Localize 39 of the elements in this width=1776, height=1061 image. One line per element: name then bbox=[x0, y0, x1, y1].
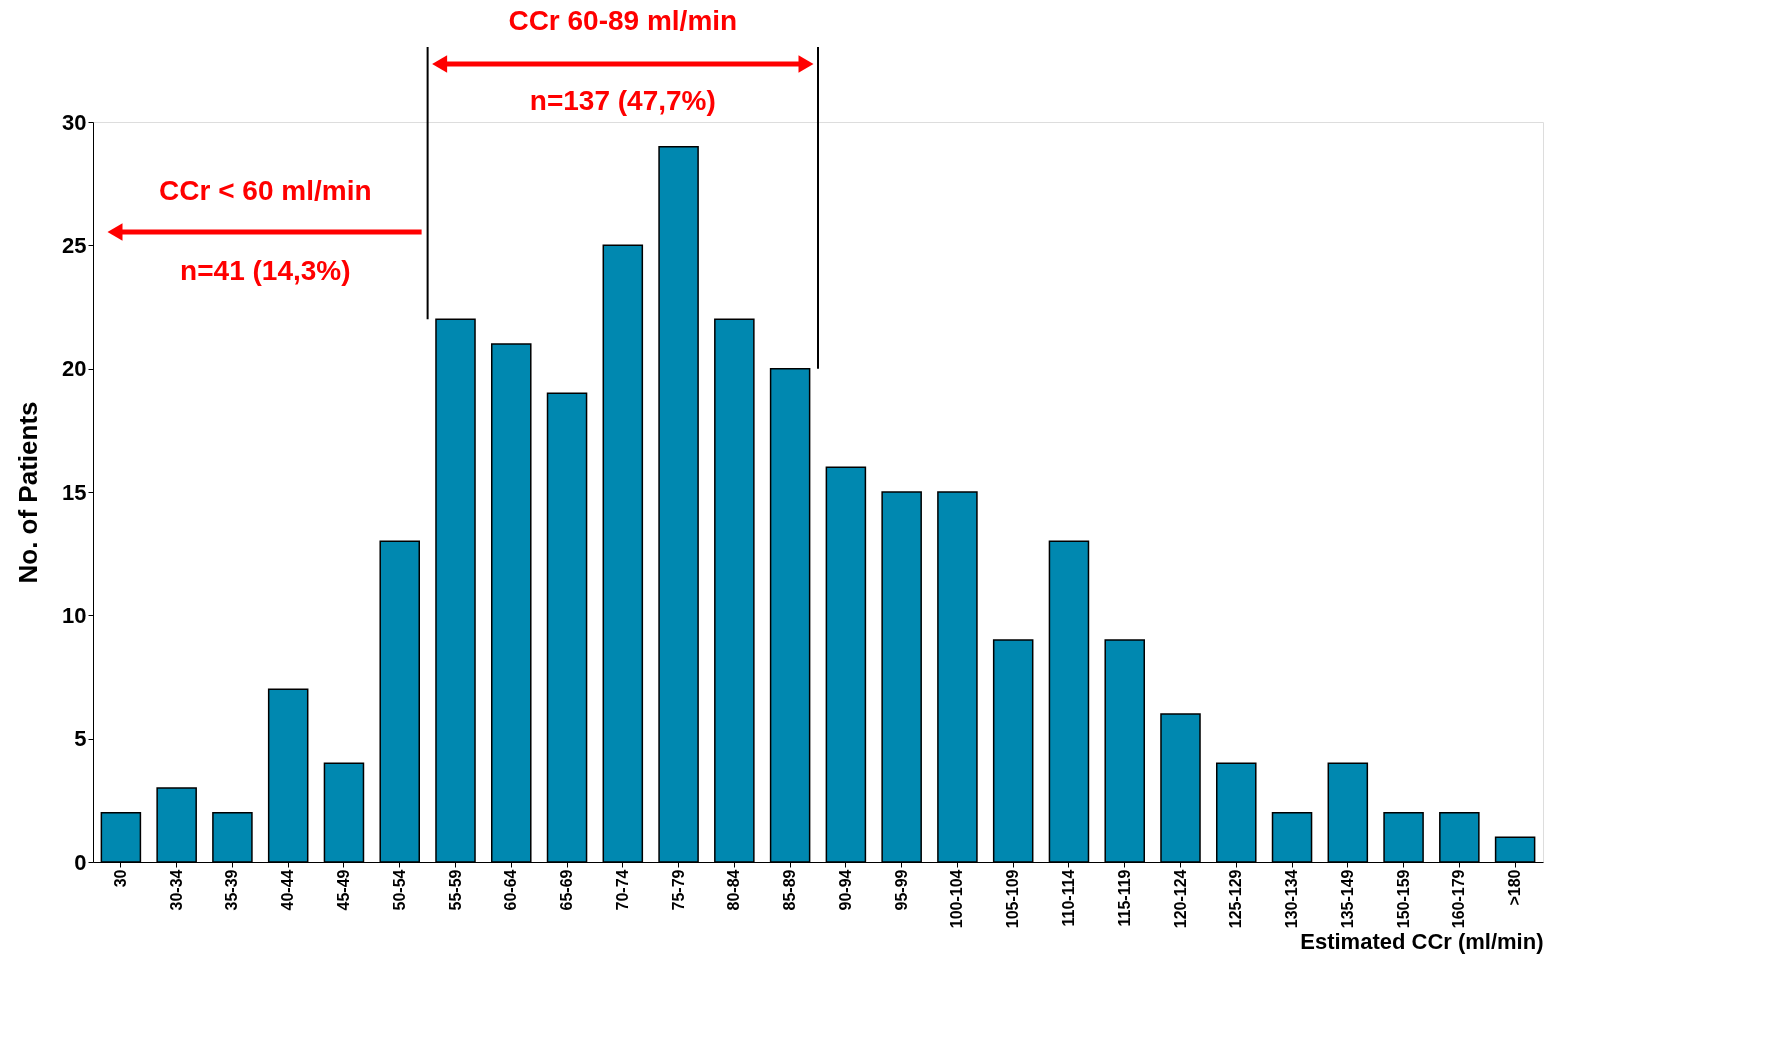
y-tick-label: 20 bbox=[62, 356, 87, 382]
x-tick-label: 75-79 bbox=[669, 869, 687, 911]
x-tick-label: 130-134 bbox=[1283, 869, 1301, 929]
y-tick-label: 5 bbox=[74, 726, 87, 752]
x-tick-label: 40-44 bbox=[279, 869, 297, 911]
x-tick-label: 65-69 bbox=[558, 869, 576, 911]
x-tick-label: 115-119 bbox=[1115, 869, 1133, 927]
annotation: n=41 (14,3%) bbox=[180, 255, 351, 286]
annotation: CCr < 60 ml/min bbox=[159, 175, 372, 206]
x-tick-label: 55-59 bbox=[446, 869, 464, 911]
x-tick-label: 105-109 bbox=[1004, 869, 1022, 929]
x-tick-label: 85-89 bbox=[781, 869, 799, 911]
x-tick-label: 150-159 bbox=[1394, 869, 1412, 929]
x-tick-label: 80-84 bbox=[725, 869, 743, 911]
y-tick-label: 0 bbox=[74, 849, 87, 875]
x-tick-label: 110-114 bbox=[1059, 869, 1077, 927]
x-tick-label: 135-149 bbox=[1338, 869, 1356, 929]
x-tick-label: 45-49 bbox=[334, 869, 352, 911]
x-tick-label: 95-99 bbox=[892, 869, 910, 911]
y-tick-label: 25 bbox=[62, 232, 87, 258]
x-tick-label: 35-39 bbox=[223, 869, 241, 911]
y-tick-label: 30 bbox=[62, 109, 87, 135]
x-tick-label: 60-64 bbox=[502, 869, 520, 911]
x-tick-label: 100-104 bbox=[948, 869, 966, 929]
x-tick-label: 50-54 bbox=[390, 869, 408, 911]
y-tick-label: 15 bbox=[62, 479, 87, 505]
x-axis-title: Estimated CCr (ml/min) bbox=[1300, 929, 1544, 955]
x-tick-label: 90-94 bbox=[836, 869, 854, 911]
text: CCr 60-89 ml/min bbox=[508, 5, 738, 36]
x-tick-label: 120-124 bbox=[1171, 869, 1189, 929]
y-axis-title: No. of Patients bbox=[13, 401, 44, 584]
y-tick-label: 10 bbox=[62, 602, 87, 628]
x-tick-label: 125-129 bbox=[1227, 869, 1245, 929]
x-tick-label: 70-74 bbox=[613, 869, 631, 911]
x-tick-label: 160-179 bbox=[1450, 869, 1468, 929]
x-tick-label: >180 bbox=[1506, 869, 1524, 906]
text: n=137 (47,7%) bbox=[529, 85, 716, 116]
x-tick-label: 30 bbox=[111, 869, 129, 888]
x-tick-label: 30-34 bbox=[167, 869, 185, 911]
